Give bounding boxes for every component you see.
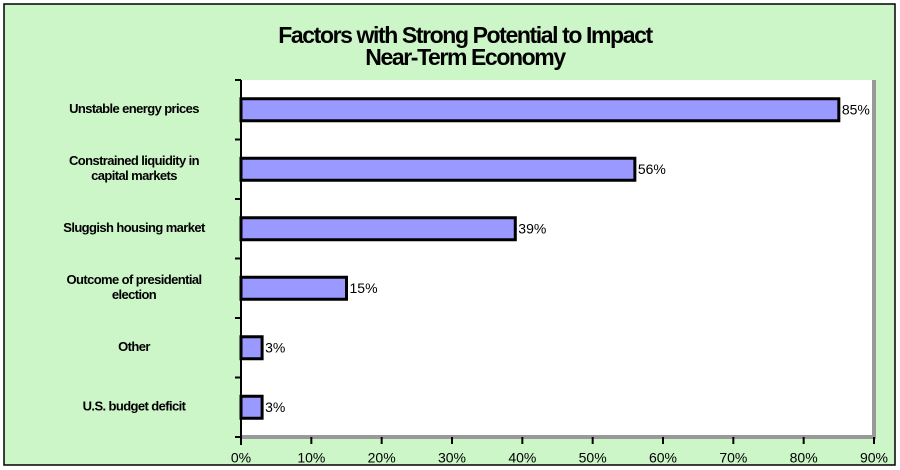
x-tick-label: 20%: [368, 450, 396, 466]
x-tick-label: 40%: [508, 450, 536, 466]
data-label: 85%: [842, 101, 870, 117]
y-tick-label: Sluggish housing market: [63, 220, 206, 235]
data-label: 39%: [518, 220, 546, 236]
bar: [239, 275, 348, 301]
x-tick-label: 0%: [231, 450, 251, 466]
x-tick-label: 10%: [297, 450, 325, 466]
bar: [239, 216, 517, 242]
bar: [239, 156, 637, 182]
bar: [239, 97, 841, 123]
x-tick-label: 60%: [649, 450, 677, 466]
bar: [239, 335, 264, 361]
x-tick-label: 90%: [860, 450, 888, 466]
data-label: 15%: [350, 280, 378, 296]
plot-area: [241, 80, 874, 437]
data-label: 56%: [638, 161, 666, 177]
chart-title: Factors with Strong Potential to Impact N…: [278, 22, 653, 70]
y-tick-label: Outcome of presidential election: [66, 272, 201, 302]
x-tick-label: 70%: [719, 450, 747, 466]
x-tick-label: 80%: [790, 450, 818, 466]
x-tick-label: 50%: [579, 450, 607, 466]
bar: [239, 394, 264, 420]
x-tick-label: 30%: [438, 450, 466, 466]
y-tick-label: U.S. budget deficit: [83, 399, 187, 414]
y-tick-label: Unstable energy prices: [69, 101, 199, 116]
y-tick-label: Other: [118, 339, 150, 354]
data-label: 3%: [265, 339, 285, 355]
data-label: 3%: [265, 399, 285, 415]
y-tick-label: Constrained liquidity in capital markets: [69, 153, 200, 183]
